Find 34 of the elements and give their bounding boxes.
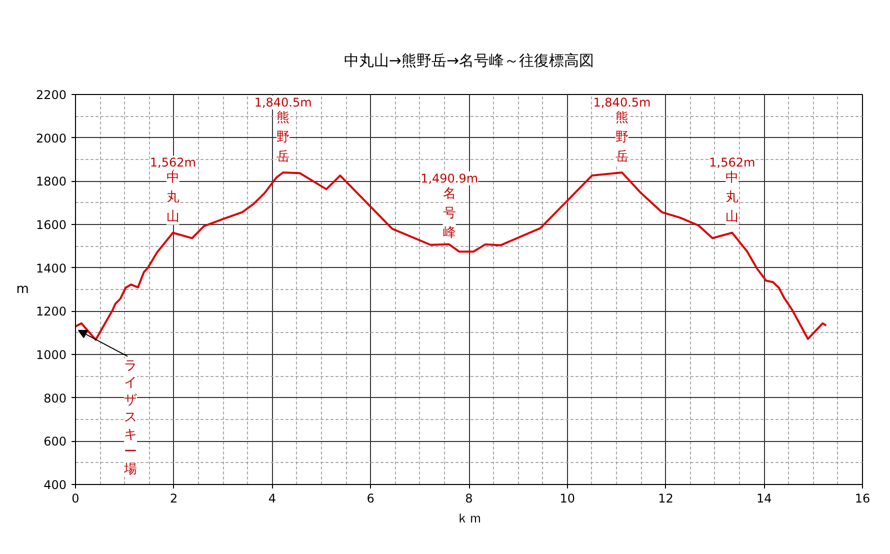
y-tick-label: 1600 <box>36 218 67 232</box>
y-tick-label: 800 <box>44 391 66 406</box>
annotation: ライザスキー場 <box>123 358 137 477</box>
annotation: 1,562m <box>709 156 756 170</box>
y-tick-label: 2000 <box>36 131 67 146</box>
x-tick-label: 6 <box>366 492 374 506</box>
annotation: 熊野岳 <box>276 110 290 164</box>
x-tick-label: 16 <box>854 492 870 506</box>
chart-title: 中丸山→熊野岳→名号峰～往復標高図 <box>344 52 594 70</box>
line-series <box>76 172 828 341</box>
x-tick-label: 12 <box>658 492 674 506</box>
x-axis-title: ｋｍ <box>456 512 482 526</box>
y-tick-label: 1800 <box>36 174 67 189</box>
x-tick-label: 4 <box>268 492 276 506</box>
x-tick-label: 2 <box>170 492 178 506</box>
annotation: 1,840.5m <box>254 96 312 110</box>
annotation: 1,562m <box>150 156 196 170</box>
annotation: 1,840.5m <box>593 96 651 110</box>
y-tick-label: 1400 <box>36 261 67 276</box>
y-tick-label: 2200 <box>36 88 67 102</box>
annotation: 1,490.9m <box>420 171 478 186</box>
y-tick-label: 600 <box>44 434 66 449</box>
annotation: 中丸山 <box>166 170 180 225</box>
y-tick-label: 400 <box>44 478 66 492</box>
x-tick-label: 8 <box>465 492 473 506</box>
x-tick-label: 14 <box>756 492 772 506</box>
annotation: 熊野岳 <box>615 110 628 164</box>
y-tick-label: 1200 <box>36 304 67 319</box>
y-tick-label: 1000 <box>36 348 67 362</box>
annotation: 名号峰 <box>442 186 456 240</box>
x-tick-label: 10 <box>560 492 576 506</box>
y-axis-title: m <box>16 282 29 297</box>
x-tick-label: 0 <box>72 492 80 506</box>
annotation: 中丸山 <box>726 170 739 225</box>
